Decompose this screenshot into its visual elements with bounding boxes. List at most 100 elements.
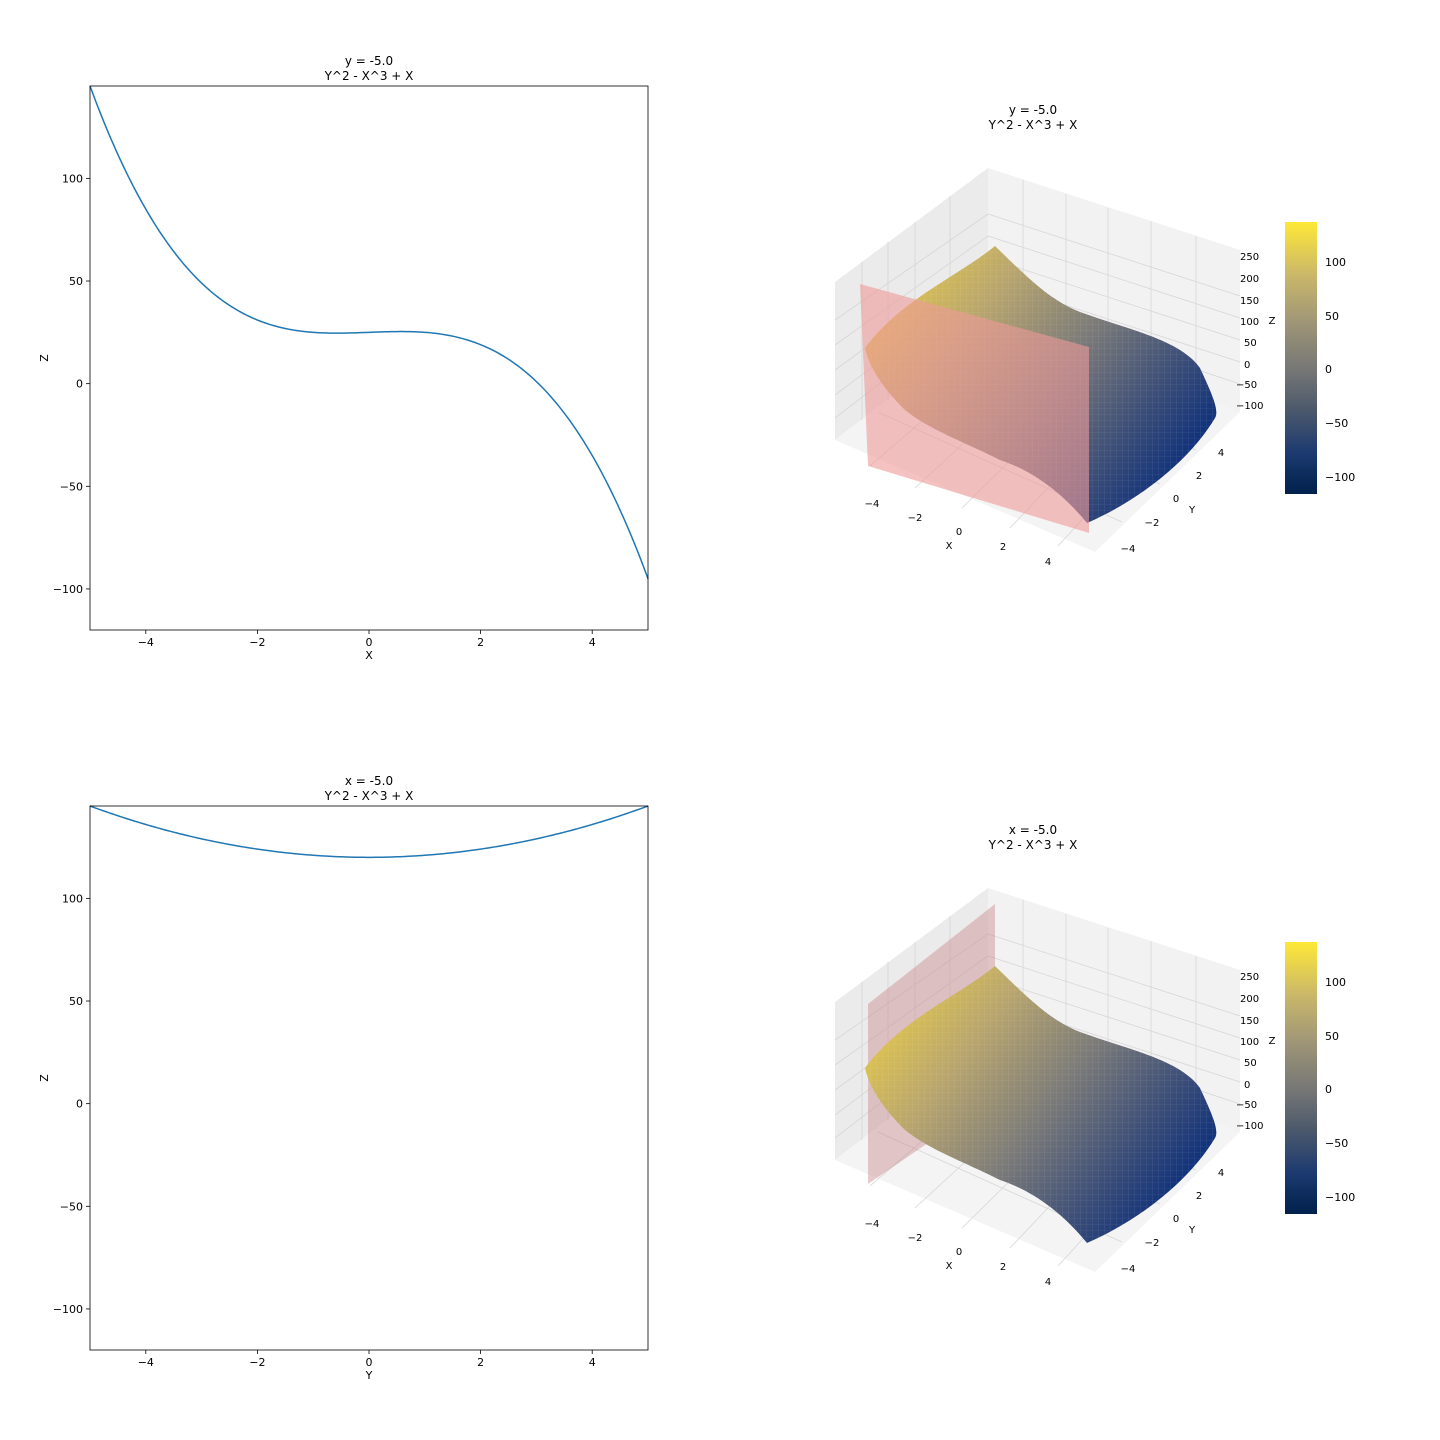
y-tick-label: −50 <box>60 1200 83 1213</box>
y-axis-label: Z <box>38 1074 51 1082</box>
z-tick: 0 <box>1244 1080 1250 1091</box>
z-tick: 100 <box>1240 1037 1259 1048</box>
x-tick: −4 <box>865 499 880 510</box>
x-tick-label: −4 <box>138 636 154 649</box>
chart-title-line1: y = -5.0 <box>1009 103 1057 117</box>
z-tick: 150 <box>1240 296 1259 307</box>
x-tick: 4 <box>1045 557 1051 568</box>
x-axis-label: X <box>365 649 373 662</box>
z-tick: −100 <box>1236 1121 1263 1132</box>
x-tick: 0 <box>956 1247 962 1258</box>
y-tick-label: −100 <box>53 1303 83 1316</box>
series-line-0 <box>89 805 649 859</box>
y-tick-label: 0 <box>76 378 83 391</box>
x-tick: −2 <box>908 1233 923 1244</box>
y-tick-label: 50 <box>69 275 83 288</box>
colorbar-gradient <box>1285 942 1317 1214</box>
x-tick-label: 2 <box>477 636 484 649</box>
colorbar-tick: 50 <box>1325 1030 1339 1043</box>
colorbar-tick: −100 <box>1325 1191 1355 1204</box>
line-chart-bottom: x = -5.0 Y^2 - X^3 + X Y Z −4 −2 0 2 4 −100 −5… <box>38 774 649 1382</box>
colorbar-tick: 0 <box>1325 1083 1332 1096</box>
x-tick-label: 4 <box>589 1356 596 1369</box>
x-tick-label: 0 <box>366 636 373 649</box>
colorbar-tick: −100 <box>1325 471 1355 484</box>
colorbar-tick: 100 <box>1325 976 1346 989</box>
x-tick-label: 0 <box>366 1356 373 1369</box>
z-tick: −100 <box>1236 401 1263 412</box>
y-tick: 2 <box>1196 1191 1202 1202</box>
y-tick: 0 <box>1173 1214 1179 1225</box>
chart-title-line2: Y^2 - X^3 + X <box>324 69 414 83</box>
plot-frame <box>89 85 649 631</box>
y-tick: 0 <box>1173 494 1179 505</box>
x-tick: 0 <box>956 527 962 538</box>
z-tick: 150 <box>1240 1016 1259 1027</box>
z-tick: 50 <box>1244 338 1257 349</box>
z-tick: 200 <box>1240 274 1259 285</box>
y-tick-label: −100 <box>53 583 83 596</box>
y-tick: −2 <box>1145 518 1160 529</box>
surface <box>865 966 1217 1243</box>
chart-title-line2: Y^2 - X^3 + X <box>988 118 1078 132</box>
y-tick-label: 50 <box>69 995 83 1008</box>
chart-title-line2: Y^2 - X^3 + X <box>988 838 1078 852</box>
y-tick: 4 <box>1218 448 1224 459</box>
y-axis-label: Y <box>1188 1225 1196 1236</box>
x-tick: 4 <box>1045 1277 1051 1288</box>
axis-ticks: −4 −2 0 2 4 X −4 −2 0 2 4 Y −100 −50 0 5… <box>865 252 1276 568</box>
colorbar: −100 −50 0 50 100 <box>1285 222 1355 494</box>
x-axis-label: Y <box>365 1369 373 1382</box>
z-tick: 0 <box>1244 360 1250 371</box>
z-tick: 250 <box>1240 252 1259 263</box>
chart-title-line1: x = -5.0 <box>1009 823 1057 837</box>
x-tick: 2 <box>1000 542 1006 553</box>
slice-plane <box>860 284 1089 533</box>
colorbar-tick: 100 <box>1325 256 1346 269</box>
plot-frame <box>89 805 649 1351</box>
x-tick: −4 <box>865 1219 880 1230</box>
z-tick: 50 <box>1244 1058 1257 1069</box>
x-axis-label: X <box>946 541 953 552</box>
chart-title-line1: x = -5.0 <box>345 774 393 788</box>
z-tick: 100 <box>1240 317 1259 328</box>
x-tick-label: −2 <box>249 636 265 649</box>
x-tick-label: 4 <box>589 636 596 649</box>
x-tick: −2 <box>908 513 923 524</box>
y-axis-label: Y <box>1188 505 1196 516</box>
chart-title-line2: Y^2 - X^3 + X <box>324 789 414 803</box>
z-tick: −50 <box>1236 1100 1257 1111</box>
y-tick: 2 <box>1196 471 1202 482</box>
y-tick: 4 <box>1218 1168 1224 1179</box>
y-tick-label: 100 <box>62 172 83 185</box>
x-axis-label: X <box>946 1261 953 1272</box>
chart-title-line1: y = -5.0 <box>345 54 393 68</box>
colorbar-gradient <box>1285 222 1317 494</box>
colorbar-tick: 50 <box>1325 310 1339 323</box>
x-tick: 2 <box>1000 1262 1006 1273</box>
surface-chart-bottom: x = -5.0 Y^2 - X^3 + X <box>834 823 1355 1288</box>
x-tick-label: −4 <box>138 1356 154 1369</box>
y-tick-label: 100 <box>62 892 83 905</box>
z-axis-label: Z <box>1269 1036 1276 1047</box>
colorbar: −100 −50 0 50 100 <box>1285 942 1355 1214</box>
y-tick: −4 <box>1121 1264 1136 1275</box>
x-tick-label: 2 <box>477 1356 484 1369</box>
surface-chart-top: y = -5.0 Y^2 - X^3 + X <box>834 103 1355 568</box>
colorbar-tick: −50 <box>1325 417 1348 430</box>
z-axis-label: Z <box>1269 316 1276 327</box>
colorbar-tick: 0 <box>1325 363 1332 376</box>
y-tick-label: 0 <box>76 1098 83 1111</box>
z-tick: 200 <box>1240 994 1259 1005</box>
x-tick-label: −2 <box>249 1356 265 1369</box>
z-tick: 250 <box>1240 972 1259 983</box>
y-tick-label: −50 <box>60 480 83 493</box>
z-tick: −50 <box>1236 380 1257 391</box>
y-tick: −4 <box>1121 544 1136 555</box>
y-axis-label: Z <box>38 354 51 362</box>
axis-ticks: −4 −2 0 2 4 X −4 −2 0 2 4 Y −100 −50 0 5… <box>865 972 1276 1288</box>
line-chart-top: y = -5.0 Y^2 - X^3 + X X Z −4 −2 0 2 4 −100 −5… <box>38 54 649 662</box>
colorbar-tick: −50 <box>1325 1137 1348 1150</box>
y-tick: −2 <box>1145 1238 1160 1249</box>
